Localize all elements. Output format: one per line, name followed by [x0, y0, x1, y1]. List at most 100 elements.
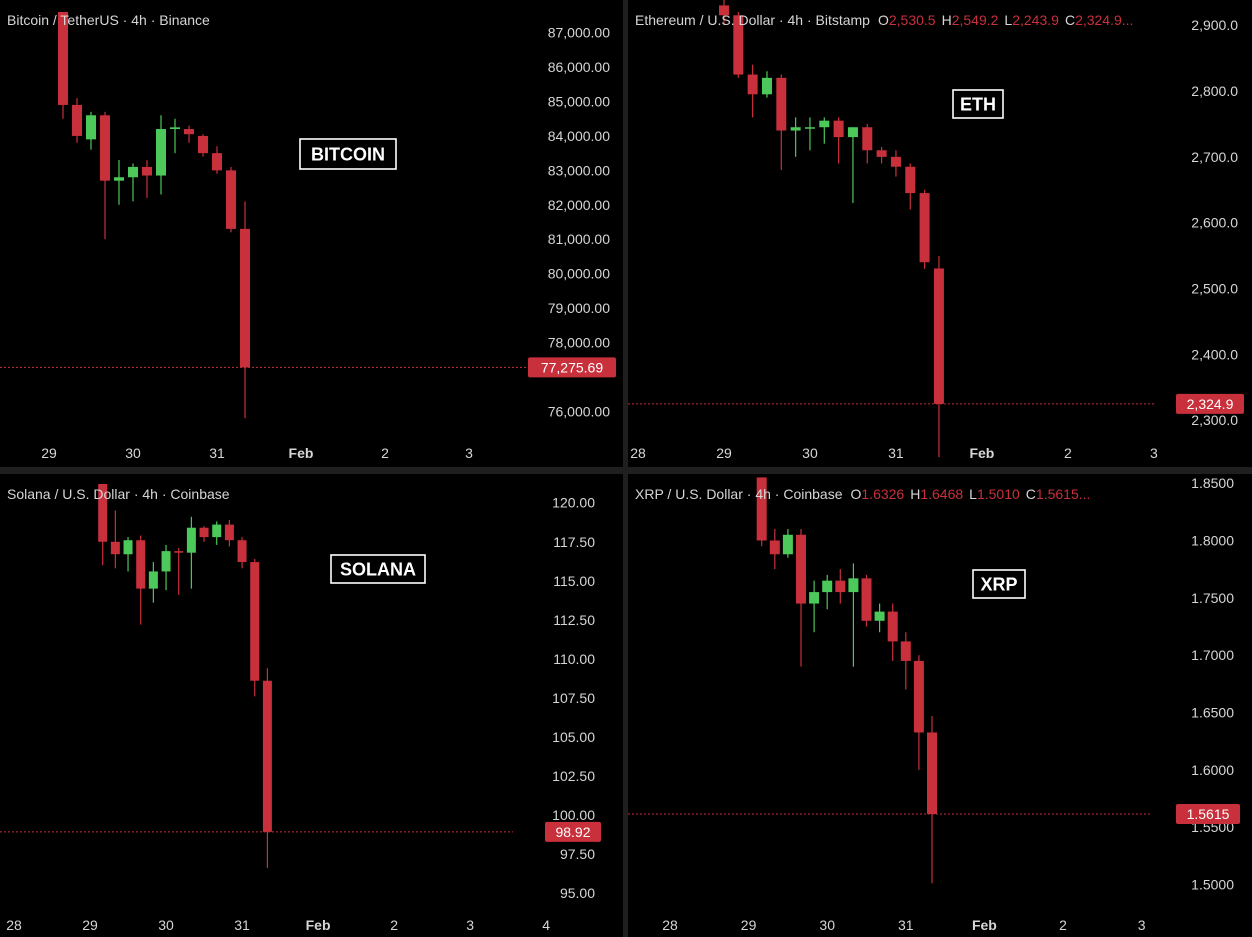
eth-y-tick-6: 2,300.0 [1191, 412, 1238, 428]
xrp-candle-4[interactable] [809, 580, 820, 633]
sol-y-tick-5: 107.50 [552, 690, 595, 706]
btc-candle-body-11 [212, 153, 222, 171]
xrp-candle-body-11 [900, 641, 911, 661]
btc-candle-1[interactable] [72, 98, 82, 143]
sol-candle-12[interactable] [250, 558, 260, 697]
xrp-candle-1[interactable] [769, 529, 780, 570]
xrp-candle-body-12 [913, 660, 924, 733]
eth-candle-9[interactable] [847, 127, 858, 203]
sol-candle-0[interactable] [98, 484, 108, 566]
xrp-y-tick-4: 1.6500 [1191, 705, 1234, 721]
xrp-chart-panel[interactable]: 1.8500 1.8000 1.7500 1.7000 1.6500 1.6000 1.55… [628, 474, 1252, 937]
btc-y-tick-2: 85,000.00 [548, 94, 610, 110]
xrp-candle-2[interactable] [782, 529, 793, 558]
eth-candle-14[interactable] [919, 189, 930, 269]
btc-candle-9[interactable] [184, 125, 194, 143]
btc-y-tick-9: 78,000.00 [548, 334, 610, 350]
btc-y-tick-0: 87,000.00 [548, 25, 610, 41]
btc-coin-label-box [299, 138, 397, 170]
eth-candle-0[interactable] [718, 0, 729, 26]
eth-chart-panel[interactable]: 2,900.0 2,800.0 2,700.0 2,600.0 2,500.0 2,400… [628, 0, 1252, 467]
eth-x-tick-5: 2 [1064, 445, 1072, 461]
eth-ohlc-value-O: 2,530.5 [889, 12, 936, 28]
btc-candle-7[interactable] [156, 115, 166, 195]
sol-coin-label: SOLANA [340, 560, 416, 580]
xrp-x-tick-2: 30 [819, 917, 835, 933]
eth-candle-13[interactable] [905, 163, 916, 210]
btc-candle-2[interactable] [86, 111, 96, 150]
xrp-candle-10[interactable] [887, 603, 898, 661]
eth-candle-body-8 [833, 120, 844, 138]
btc-candle-13[interactable] [240, 201, 250, 419]
xrp-candle-8[interactable] [861, 574, 872, 627]
eth-candle-3[interactable] [761, 71, 772, 98]
eth-y-tick-5: 2,400.0 [1191, 346, 1238, 362]
horizontal-divider[interactable] [0, 467, 1252, 474]
eth-candle-15[interactable] [933, 256, 944, 458]
btc-candle-body-9 [184, 129, 194, 135]
xrp-chart-title: XRP / U.S. Dollar · 4h · Coinbase O1.6326… [635, 486, 1090, 502]
sol-candle-5[interactable] [161, 544, 171, 591]
btc-y-tick-7: 80,000.00 [548, 266, 610, 282]
eth-ohlc-key-O: O [878, 12, 889, 28]
eth-candle-11[interactable] [876, 146, 887, 164]
eth-candle-6[interactable] [804, 117, 815, 151]
eth-candle-5[interactable] [790, 117, 801, 157]
bitcoin-chart-panel[interactable]: 87,000.00 86,000.00 85,000.00 84,000.00 83,0… [0, 0, 623, 467]
btc-candle-8[interactable] [170, 118, 180, 154]
eth-candle-8[interactable] [833, 117, 844, 164]
btc-candle-10[interactable] [198, 134, 208, 157]
xrp-candle-body-0 [756, 477, 767, 541]
btc-candle-5[interactable] [128, 163, 138, 202]
btc-candle-body-0 [58, 12, 68, 105]
sol-candle-13[interactable] [262, 668, 272, 869]
xrp-candle-5[interactable] [822, 574, 833, 610]
sol-candle-7[interactable] [186, 516, 196, 589]
eth-candle-12[interactable] [890, 150, 901, 177]
eth-x-tick-6: 3 [1150, 445, 1158, 461]
btc-y-tick-1: 86,000.00 [548, 59, 610, 75]
eth-candle-body-13 [905, 166, 916, 194]
xrp-candle-11[interactable] [900, 632, 911, 690]
btc-candle-3[interactable] [100, 111, 110, 240]
xrp-candle-6[interactable] [835, 569, 846, 604]
xrp-candle-body-7 [848, 578, 859, 593]
sol-candle-1[interactable] [110, 510, 120, 569]
eth-candle-body-15 [933, 268, 944, 404]
sol-candle-11[interactable] [237, 537, 247, 569]
solana-chart-panel[interactable]: 120.00 117.50 115.00 112.50 110.00 107.50 105.… [0, 474, 623, 937]
xrp-ohlc-key-O: O [851, 486, 862, 502]
sol-candle-3[interactable] [136, 535, 146, 625]
btc-candle-11[interactable] [212, 146, 222, 174]
eth-candle-4[interactable] [776, 74, 787, 171]
eth-x-tick-3: 31 [888, 445, 904, 461]
eth-candle-2[interactable] [747, 64, 758, 118]
xrp-y-tick-3: 1.7000 [1191, 647, 1234, 663]
btc-last-price-badge [528, 357, 616, 378]
sol-candle-9[interactable] [212, 521, 222, 545]
xrp-candle-0[interactable] [756, 477, 767, 547]
xrp-candle-body-8 [861, 578, 872, 621]
sol-candle-6[interactable] [174, 548, 184, 595]
btc-candle-6[interactable] [142, 160, 152, 198]
eth-candle-1[interactable] [733, 12, 744, 78]
xrp-candle-12[interactable] [913, 655, 924, 770]
eth-candle-10[interactable] [862, 123, 873, 164]
sol-candle-4[interactable] [148, 562, 158, 603]
sol-candle-8[interactable] [199, 526, 209, 542]
sol-candle-10[interactable] [224, 519, 234, 547]
xrp-candle-7[interactable] [848, 563, 859, 667]
btc-x-tick-5: 3 [465, 445, 473, 461]
sol-candle-body-2 [123, 540, 133, 555]
xrp-candle-3[interactable] [796, 529, 806, 667]
eth-last-price-label: 2,324.9 [1187, 396, 1234, 412]
btc-candle-0[interactable] [58, 12, 68, 119]
eth-candle-7[interactable] [819, 117, 830, 144]
xrp-candle-9[interactable] [874, 603, 885, 633]
eth-coin-label-box [952, 89, 1004, 119]
xrp-candle-13[interactable] [927, 716, 937, 884]
btc-candle-12[interactable] [226, 166, 236, 233]
sol-candle-2[interactable] [123, 537, 133, 572]
eth-x-tick-1: 29 [716, 445, 732, 461]
btc-candle-4[interactable] [114, 160, 124, 205]
